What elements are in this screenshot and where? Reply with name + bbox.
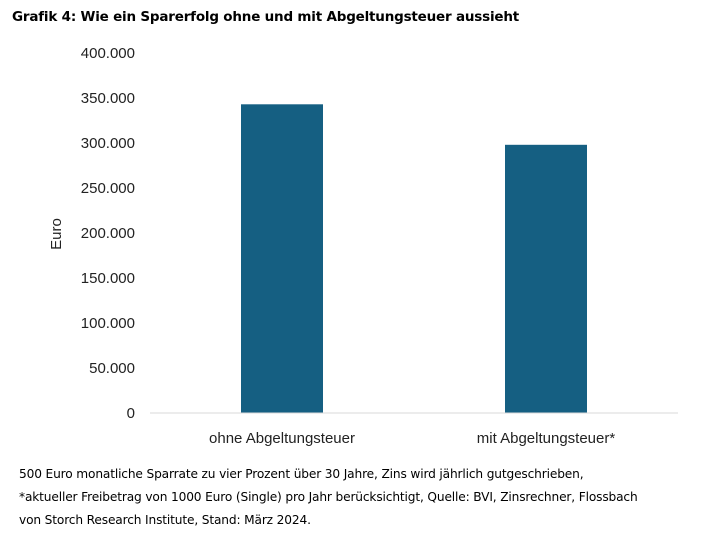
bar-2 [505, 144, 587, 414]
y-tick-label: 200.000 [81, 225, 135, 242]
y-tick-label: 100.000 [81, 315, 135, 332]
footnote-line-3: von Storch Research Institute, Stand: Mä… [19, 513, 311, 527]
footnote-line-2: *aktueller Freibetrag von 1000 Euro (Sin… [19, 490, 638, 504]
chart-title: Grafik 4: Wie ein Sparerfolg ohne und mi… [12, 9, 519, 25]
y-axis-label-group: Euro [48, 218, 65, 250]
y-tick-label: 50.000 [89, 360, 135, 377]
y-axis-ticks: 0 50.000 100.000 150.000 200.000 250.000 300.0… [81, 45, 135, 422]
x-category-label: ohne Abgeltungsteuer [209, 430, 355, 447]
x-axis-categories: ohne Abgeltungsteuer mit Abgeltungsteuer* [209, 430, 615, 447]
footnote-line-1: 500 Euro monatliche Sparrate zu vier Pro… [19, 467, 584, 481]
y-tick-label: 150.000 [81, 270, 135, 287]
y-tick-label: 400.000 [81, 45, 135, 62]
bar-chart: Euro 0 50.000 100.000 150.000 200.000 250.000… [48, 45, 678, 447]
chart-footnote: 500 Euro monatliche Sparrate zu vier Pro… [19, 463, 709, 532]
y-tick-label: 350.000 [81, 90, 135, 107]
y-tick-label: 250.000 [81, 180, 135, 197]
y-axis-label: Euro [48, 218, 65, 250]
y-tick-label: 0 [127, 405, 135, 422]
y-tick-label: 300.000 [81, 135, 135, 152]
bars [241, 104, 587, 414]
x-category-label: mit Abgeltungsteuer* [477, 430, 616, 447]
bar-1 [241, 104, 323, 414]
